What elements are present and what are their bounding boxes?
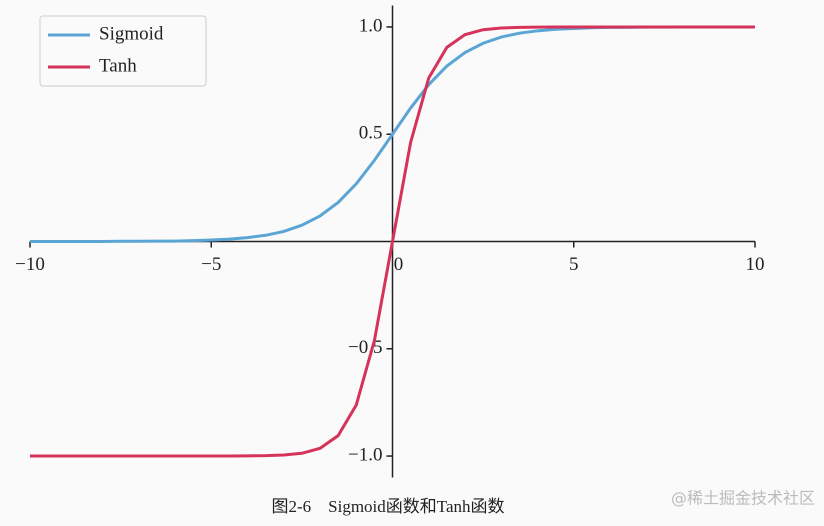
legend-label: Tanh <box>99 55 137 76</box>
y-tick-label: 0.5 <box>359 123 383 144</box>
x-tick-label: −10 <box>15 254 45 275</box>
y-tick-label: 1.0 <box>359 15 383 36</box>
x-tick-label: 10 <box>746 254 765 275</box>
x-tick-label: 5 <box>569 254 579 275</box>
x-tick-label: 0 <box>394 254 404 275</box>
y-tick-label: −0.5 <box>348 337 382 358</box>
caption: 图2-6 Sigmoid函数和Tanh函数 <box>271 497 504 516</box>
y-tick-label: −1.0 <box>348 444 382 465</box>
line-1 <box>30 25 755 458</box>
x-tick-label: −5 <box>201 254 221 275</box>
watermark: @稀土掘金技术社区 <box>671 489 815 508</box>
legend-label: Sigmoid <box>99 23 164 44</box>
